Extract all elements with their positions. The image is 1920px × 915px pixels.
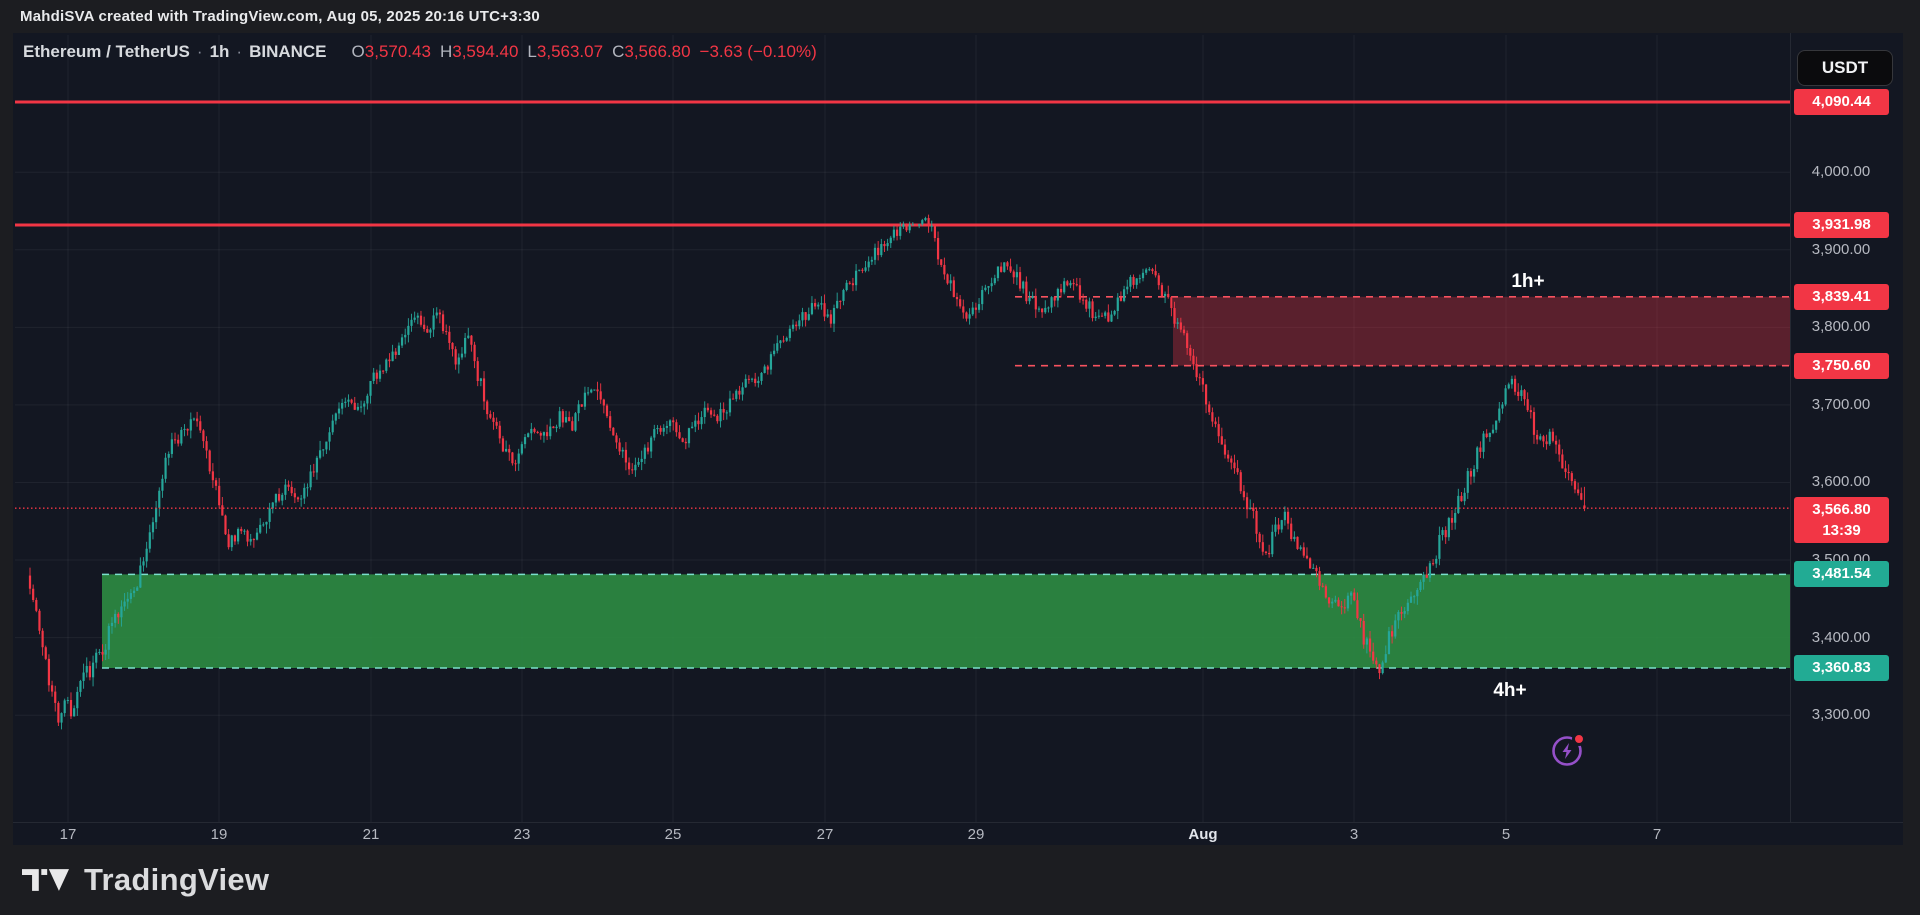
attribution-text: MahdiSVA created with TradingView.com, A… [20,8,540,25]
demand-zone-4h-fill [102,574,1790,669]
low-value: 3,563.07 [536,42,604,61]
chart-legend: Ethereum / TetherUS · 1h · BINANCE O 3,57… [23,42,817,62]
separator: · [196,42,203,61]
open-value: 3,570.43 [364,42,431,61]
price-axis-label: 3,700.00 [1811,395,1871,413]
price-level-badge: 4,090.44 [1794,89,1889,116]
flash-icon[interactable] [1552,732,1586,766]
price-level-badge: 3,360.83 [1794,655,1889,681]
price-axis-label: 4,000.00 [1811,163,1871,181]
time-axis-label: 23 [513,826,531,843]
time-axis-label: 29 [967,826,985,843]
bar-countdown: 13:39 [1822,522,1861,540]
price-axis-label: 3,400.00 [1811,628,1871,646]
high-label: H [439,42,453,61]
price-axis-label: 3,600.00 [1811,473,1871,491]
time-axis-label: 7 [1652,826,1662,843]
price-level-badge: 3,931.98 [1794,211,1889,238]
time-axis[interactable]: 17 19 21 23 25 27 29 Aug 3 5 7 [13,822,1903,845]
symbol-name[interactable]: Ethereum / TetherUS [23,42,190,61]
chart-widget: 1h+ 4h+ Ethereum / TetherUS · 1h · BINANC… [13,33,1903,845]
currency-unit-label: USDT [1821,58,1869,77]
demand-zone-4h[interactable] [102,573,1790,669]
price-axis[interactable]: 4,000.00 3,900.00 3,800.00 3,700.00 3,600.00… [1790,33,1903,822]
candles-series [28,214,1586,730]
tradingview-logo-text: TradingView [84,862,270,897]
current-price-badge: 3,566.80 13:39 [1794,497,1889,544]
price-axis-label: 3,900.00 [1811,240,1871,258]
lightning-bolt-icon [1562,743,1572,759]
price-level-badge: 3,481.54 [1794,561,1889,588]
separator: · [236,42,243,61]
tradingview-logo[interactable]: TradingView [22,861,269,899]
attribution-bar: MahdiSVA created with TradingView.com, A… [0,0,1920,33]
time-axis-label: 17 [59,826,77,843]
candlestick-chart[interactable]: 1h+ 4h+ [13,33,1903,845]
price-axis-label: 3,300.00 [1811,706,1871,724]
open-label: O [351,42,365,61]
price-axis-label: 3,800.00 [1811,318,1871,336]
close-label: C [612,42,625,61]
currency-unit-button[interactable]: USDT [1797,50,1893,86]
time-axis-label: 27 [816,826,834,843]
current-price-value: 3,566.80 [1812,501,1871,519]
time-axis-label: 21 [362,826,380,843]
close-value: 3,566.80 [624,42,691,61]
high-value: 3,594.40 [452,42,519,61]
price-level-badge: 3,839.41 [1794,283,1889,310]
time-axis-label: 25 [664,826,682,843]
interval-label[interactable]: 1h [209,42,230,61]
price-level-badge: 3,750.60 [1794,352,1889,379]
time-axis-label: 5 [1501,826,1511,843]
time-axis-label: Aug [1188,826,1218,843]
supply-zone-1h-fill [1173,296,1790,366]
tradingview-logo-icon [22,869,69,891]
footer-bar: TradingView [0,845,1920,915]
time-axis-label: 19 [210,826,228,843]
time-axis-label: 3 [1349,826,1359,843]
change-value: −3.63 (−0.10%) [699,42,817,61]
exchange-name: BINANCE [249,42,327,61]
notification-dot [1572,732,1586,746]
ohlc-values: O 3,570.43 H 3,594.40 L 3,563.07 C 3,566.80 … [343,42,817,62]
zone-label-1h+: 1h+ [1511,271,1544,292]
zone-label-4h+: 4h+ [1493,680,1526,701]
supply-zone-1h[interactable] [1015,295,1790,367]
grid-lines [15,35,1790,822]
low-label: L [527,42,537,61]
